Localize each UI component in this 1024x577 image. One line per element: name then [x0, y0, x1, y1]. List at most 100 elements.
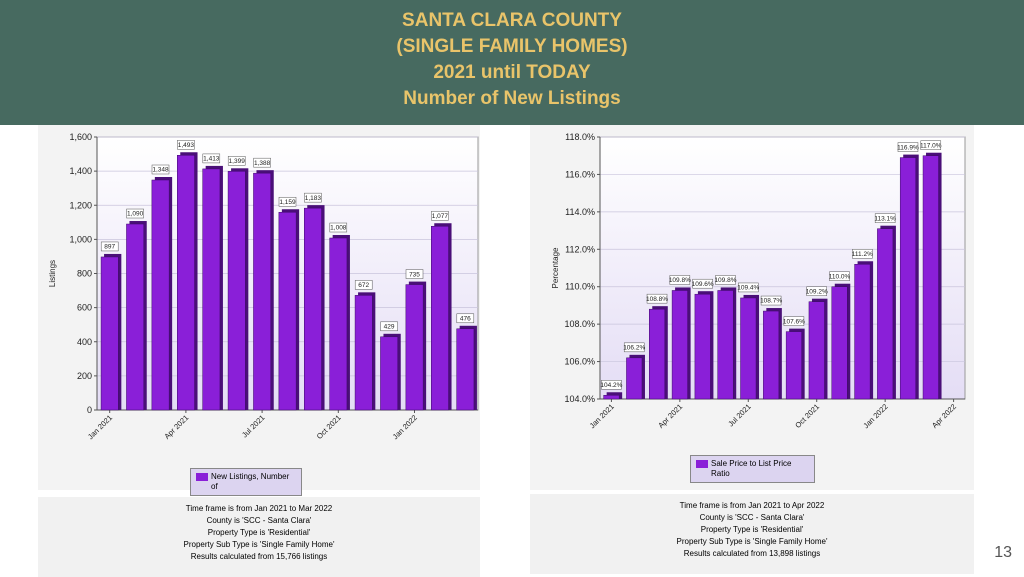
y-tick-label: 1,600	[69, 132, 92, 142]
value-label-box	[760, 295, 782, 306]
value-label-box	[100, 241, 119, 252]
bar	[278, 211, 297, 411]
value-label-box	[253, 157, 271, 168]
y-tick-label: 1,400	[69, 166, 92, 176]
x-tick-label: Apr 2021	[162, 413, 190, 441]
x-tick-label: Jan 2022	[391, 413, 419, 441]
y-tick-label: 600	[77, 303, 92, 313]
chart: 0 200 400 600 800 1,000 1,200 1,400 1,600 Listing…	[48, 132, 479, 441]
y-tick-label: 104.0%	[564, 394, 595, 404]
value-label-box	[646, 293, 668, 304]
value-label: 110.0%	[829, 273, 851, 280]
value-label-box	[380, 321, 398, 332]
header: SANTA CLARA COUNTY (SINGLE FAMILY HOMES) 2…	[0, 0, 1024, 125]
y-axis-label: Listings	[48, 260, 57, 287]
bar	[922, 155, 939, 400]
x-tick-label: Jul 2021	[726, 402, 752, 428]
value-label: 107.6%	[783, 318, 805, 325]
y-tick-label: 200	[77, 371, 92, 381]
title-line: (SINGLE FAMILY HOMES)	[396, 36, 628, 57]
value-label: 109.8%	[714, 277, 736, 284]
chart: 104.0% 106.0% 108.0% 110.0% 112.0% 114.0% 116.…	[551, 132, 966, 430]
x-tick-label: Jul 2021	[240, 413, 266, 439]
y-axis-label: Percentage	[551, 247, 560, 288]
value-label-box	[897, 142, 919, 152]
bar	[763, 310, 780, 400]
bar	[304, 207, 322, 411]
title-line: Number of New Listings	[403, 88, 621, 109]
value-label-box	[852, 249, 873, 259]
value-label-box	[715, 275, 736, 285]
y-tick-label: 0	[87, 405, 92, 415]
y-tick-label: 1,200	[69, 200, 92, 210]
bar	[717, 290, 734, 400]
value-label-box	[151, 164, 170, 175]
bar	[456, 328, 475, 411]
value-label-box	[623, 342, 645, 353]
value-label: 1,159	[279, 199, 296, 206]
x-tick-label: Apr 2021	[656, 402, 684, 430]
page-number: 13	[994, 544, 1012, 561]
value-label: 1,348	[152, 167, 169, 174]
bar	[603, 395, 620, 400]
bar	[899, 157, 916, 400]
value-label-box	[354, 280, 373, 290]
x-tick-label: Oct 2021	[315, 413, 343, 441]
value-label: 672	[358, 282, 369, 289]
bar	[253, 172, 271, 411]
bar	[694, 293, 711, 400]
footnote-line: County is 'SCC - Santa Clara'	[206, 516, 312, 525]
chart-panel: 104.0% 106.0% 108.0% 110.0% 112.0% 114.0% 116.…	[530, 125, 974, 490]
bar	[649, 308, 666, 400]
value-label-box	[829, 271, 850, 281]
value-label-box	[874, 213, 896, 223]
value-label-box	[806, 286, 827, 296]
value-label-box	[669, 275, 691, 285]
y-tick-label: 800	[77, 269, 92, 279]
value-label: 1,008	[330, 225, 347, 232]
footnote: Time frame is from Jan 2021 to Apr 2022 C…	[530, 494, 974, 574]
chart-panel: 0 200 400 600 800 1,000 1,200 1,400 1,600 Listing…	[38, 125, 480, 496]
value-label-box	[329, 222, 348, 233]
bar	[329, 237, 348, 411]
value-label-box	[405, 269, 424, 279]
legend: New Listings, Number of	[190, 468, 302, 496]
footnote-line: Property Type is 'Residential'	[700, 525, 804, 534]
bar	[785, 331, 802, 400]
value-label: 116.9%	[897, 144, 919, 151]
x-tick-label: Oct 2021	[793, 402, 821, 430]
value-label-box	[431, 210, 449, 221]
value-label: 109.6%	[692, 281, 714, 288]
legend: Sale Price to List Price Ratio	[690, 455, 815, 483]
footnote-line: Property Type is 'Residential'	[207, 528, 311, 537]
bar	[354, 295, 373, 411]
value-label-box	[601, 380, 622, 390]
value-label: 897	[104, 244, 115, 251]
y-tick-label: 118.0%	[565, 132, 595, 142]
value-label: 109.4%	[737, 285, 759, 292]
bar	[380, 336, 398, 411]
value-label: 476	[460, 315, 471, 322]
bar	[431, 225, 449, 411]
bar	[626, 357, 643, 400]
legend-label: Sale Price to List Price Ratio	[711, 459, 792, 478]
bar	[227, 171, 246, 411]
value-label: 735	[409, 271, 420, 278]
x-tick-label: Jan 2022	[861, 402, 889, 430]
footnote-line: Results calculated from 13,898 listings	[683, 549, 821, 558]
value-label-box	[126, 208, 144, 219]
value-label: 429	[384, 324, 395, 331]
y-tick-label: 110.0%	[565, 282, 595, 292]
value-label: 1,077	[432, 213, 449, 220]
footnote-line: Results calculated from 15,766 listings	[190, 552, 328, 561]
value-label-box	[227, 156, 246, 166]
value-label: 113.1%	[874, 215, 896, 222]
y-tick-label: 108.0%	[564, 319, 595, 329]
bar	[808, 301, 825, 400]
value-label-box	[692, 278, 713, 289]
bar	[740, 297, 757, 400]
y-tick-label: 116.0%	[565, 169, 595, 179]
legend-swatch	[196, 473, 208, 481]
value-label: 109.2%	[806, 288, 828, 295]
